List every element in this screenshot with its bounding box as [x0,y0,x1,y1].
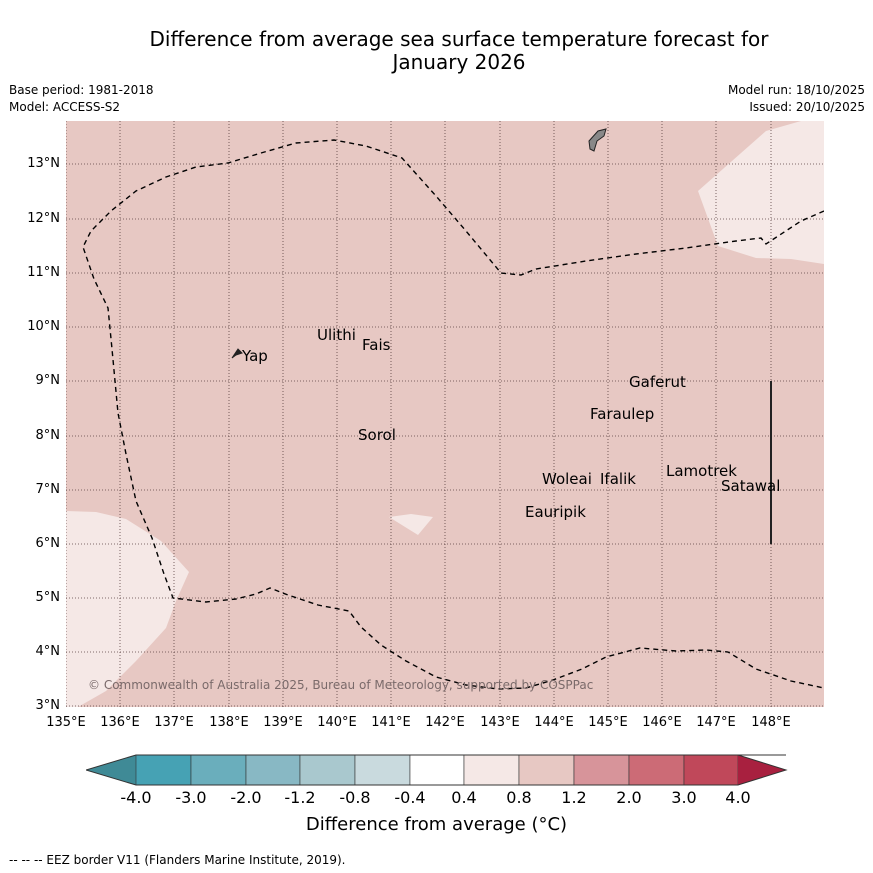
place-yap: Yap [242,347,268,365]
place-gaferut: Gaferut [629,373,686,391]
cb-swatch-below--4 [86,755,136,785]
cb-swatch-1 [135,754,192,786]
meta-right: Model run: 18/10/2025 Issued: 20/10/2025 [728,82,865,116]
colorbar-label: Difference from average (°C) [305,814,568,835]
model-run: Model run: 18/10/2025 [727,83,865,97]
cb-tick-5: -0.4 [394,788,426,807]
place-eauripik: Eauripik [525,503,586,521]
lon-label-136e: 136°E [100,715,140,730]
place-ulithi: Ulithi [317,326,356,344]
base-period: Base period: 1981-2018 [9,83,154,97]
title-line-2: January 2026 [392,50,526,74]
lon-label-145e: 145°E [588,715,628,730]
title-line-1: Difference from average sea surface temp… [149,27,769,51]
eez-border [82,139,824,690]
copyright-text: © Commonwealth of Australia 2025, Bureau… [88,678,594,692]
lat-label-5n: 5°N [35,590,61,605]
lat-label-12n: 12°N [27,211,60,226]
cb-tick-8: 1.2 [561,788,587,807]
guam-island [588,128,607,152]
anomaly-0.4-0.8-ne [698,121,824,264]
lon-label-147e: 147°E [696,715,736,730]
place-faraulep: Faraulep [590,405,655,423]
place-ifalik: Ifalik [600,470,636,488]
colorbar [86,754,788,786]
cb-swatch-6 [409,754,465,786]
lon-label-148e: 148°E [751,715,791,730]
lat-label-9n: 9°N [35,373,61,388]
cb-swatch-3 [245,754,301,786]
lon-label-143e: 143°E [480,715,520,730]
lon-label-146e: 146°E [642,715,682,730]
lat-label-4n: 4°N [35,644,61,659]
place-fais: Fais [362,336,391,354]
graticule [66,121,824,707]
lat-label-6n: 6°N [35,536,61,551]
cb-swatch-7 [463,754,520,786]
map-panel[interactable] [66,121,824,707]
anomaly-0.4-0.8-patch [389,514,433,535]
place-satawal: Satawal [721,477,781,495]
place-woleai: Woleai [542,470,592,488]
cb-tick-7: 0.8 [506,788,532,807]
map-title: Difference from average sea surface temp… [0,28,873,74]
lon-label-137e: 137°E [154,715,194,730]
cb-swatch-above-4 [738,755,786,785]
cb-tick-3: -1.2 [284,788,316,807]
lat-label-11n: 11°N [27,265,60,280]
lon-label-135e: 135°E [46,715,86,730]
model-name: Model: ACCESS-S2 [9,100,121,114]
cb-swatch-4 [299,754,356,786]
lat-label-3n: 3°N [35,698,61,713]
cb-tick-11: 4.0 [725,788,751,807]
lat-label-7n: 7°N [35,482,61,497]
lon-label-144e: 144°E [534,715,574,730]
cb-tick-4: -0.8 [339,788,371,807]
cb-tick-10: 3.0 [671,788,697,807]
map-svg [66,121,824,707]
lat-label-13n: 13°N [27,156,60,171]
place-sorol: Sorol [358,426,396,444]
lon-label-142e: 142°E [425,715,465,730]
cb-tick-1: -3.0 [175,788,207,807]
anomaly-0.4-0.8-sw [66,511,189,707]
cb-swatch-11 [683,754,739,786]
cb-tick-0: -4.0 [120,788,152,807]
place-lamotrek: Lamotrek [666,462,737,480]
cb-outline [86,754,788,786]
lat-label-8n: 8°N [35,428,61,443]
cb-swatch-10 [628,754,685,786]
lon-label-140e: 140°E [317,715,357,730]
lon-label-141e: 141°E [371,715,411,730]
cb-swatch-5 [354,754,411,786]
lat-label-10n: 10°N [27,319,60,334]
cb-tick-9: 2.0 [616,788,642,807]
issued-date: Issued: 20/10/2025 [749,100,865,114]
eez-footnote: -- -- -- EEZ border V11 (Flanders Marine… [9,853,346,867]
lon-label-139e: 139°E [263,715,303,730]
cb-swatch-9 [573,754,630,786]
cb-tick-6: 0.4 [451,788,477,807]
meta-left: Base period: 1981-2018 Model: ACCESS-S2 [9,82,154,116]
yap-island [231,348,243,359]
cb-tick-2: -2.0 [230,788,262,807]
cb-swatch-2 [190,754,247,786]
cb-swatch-8 [518,754,575,786]
lon-label-138e: 138°E [209,715,249,730]
